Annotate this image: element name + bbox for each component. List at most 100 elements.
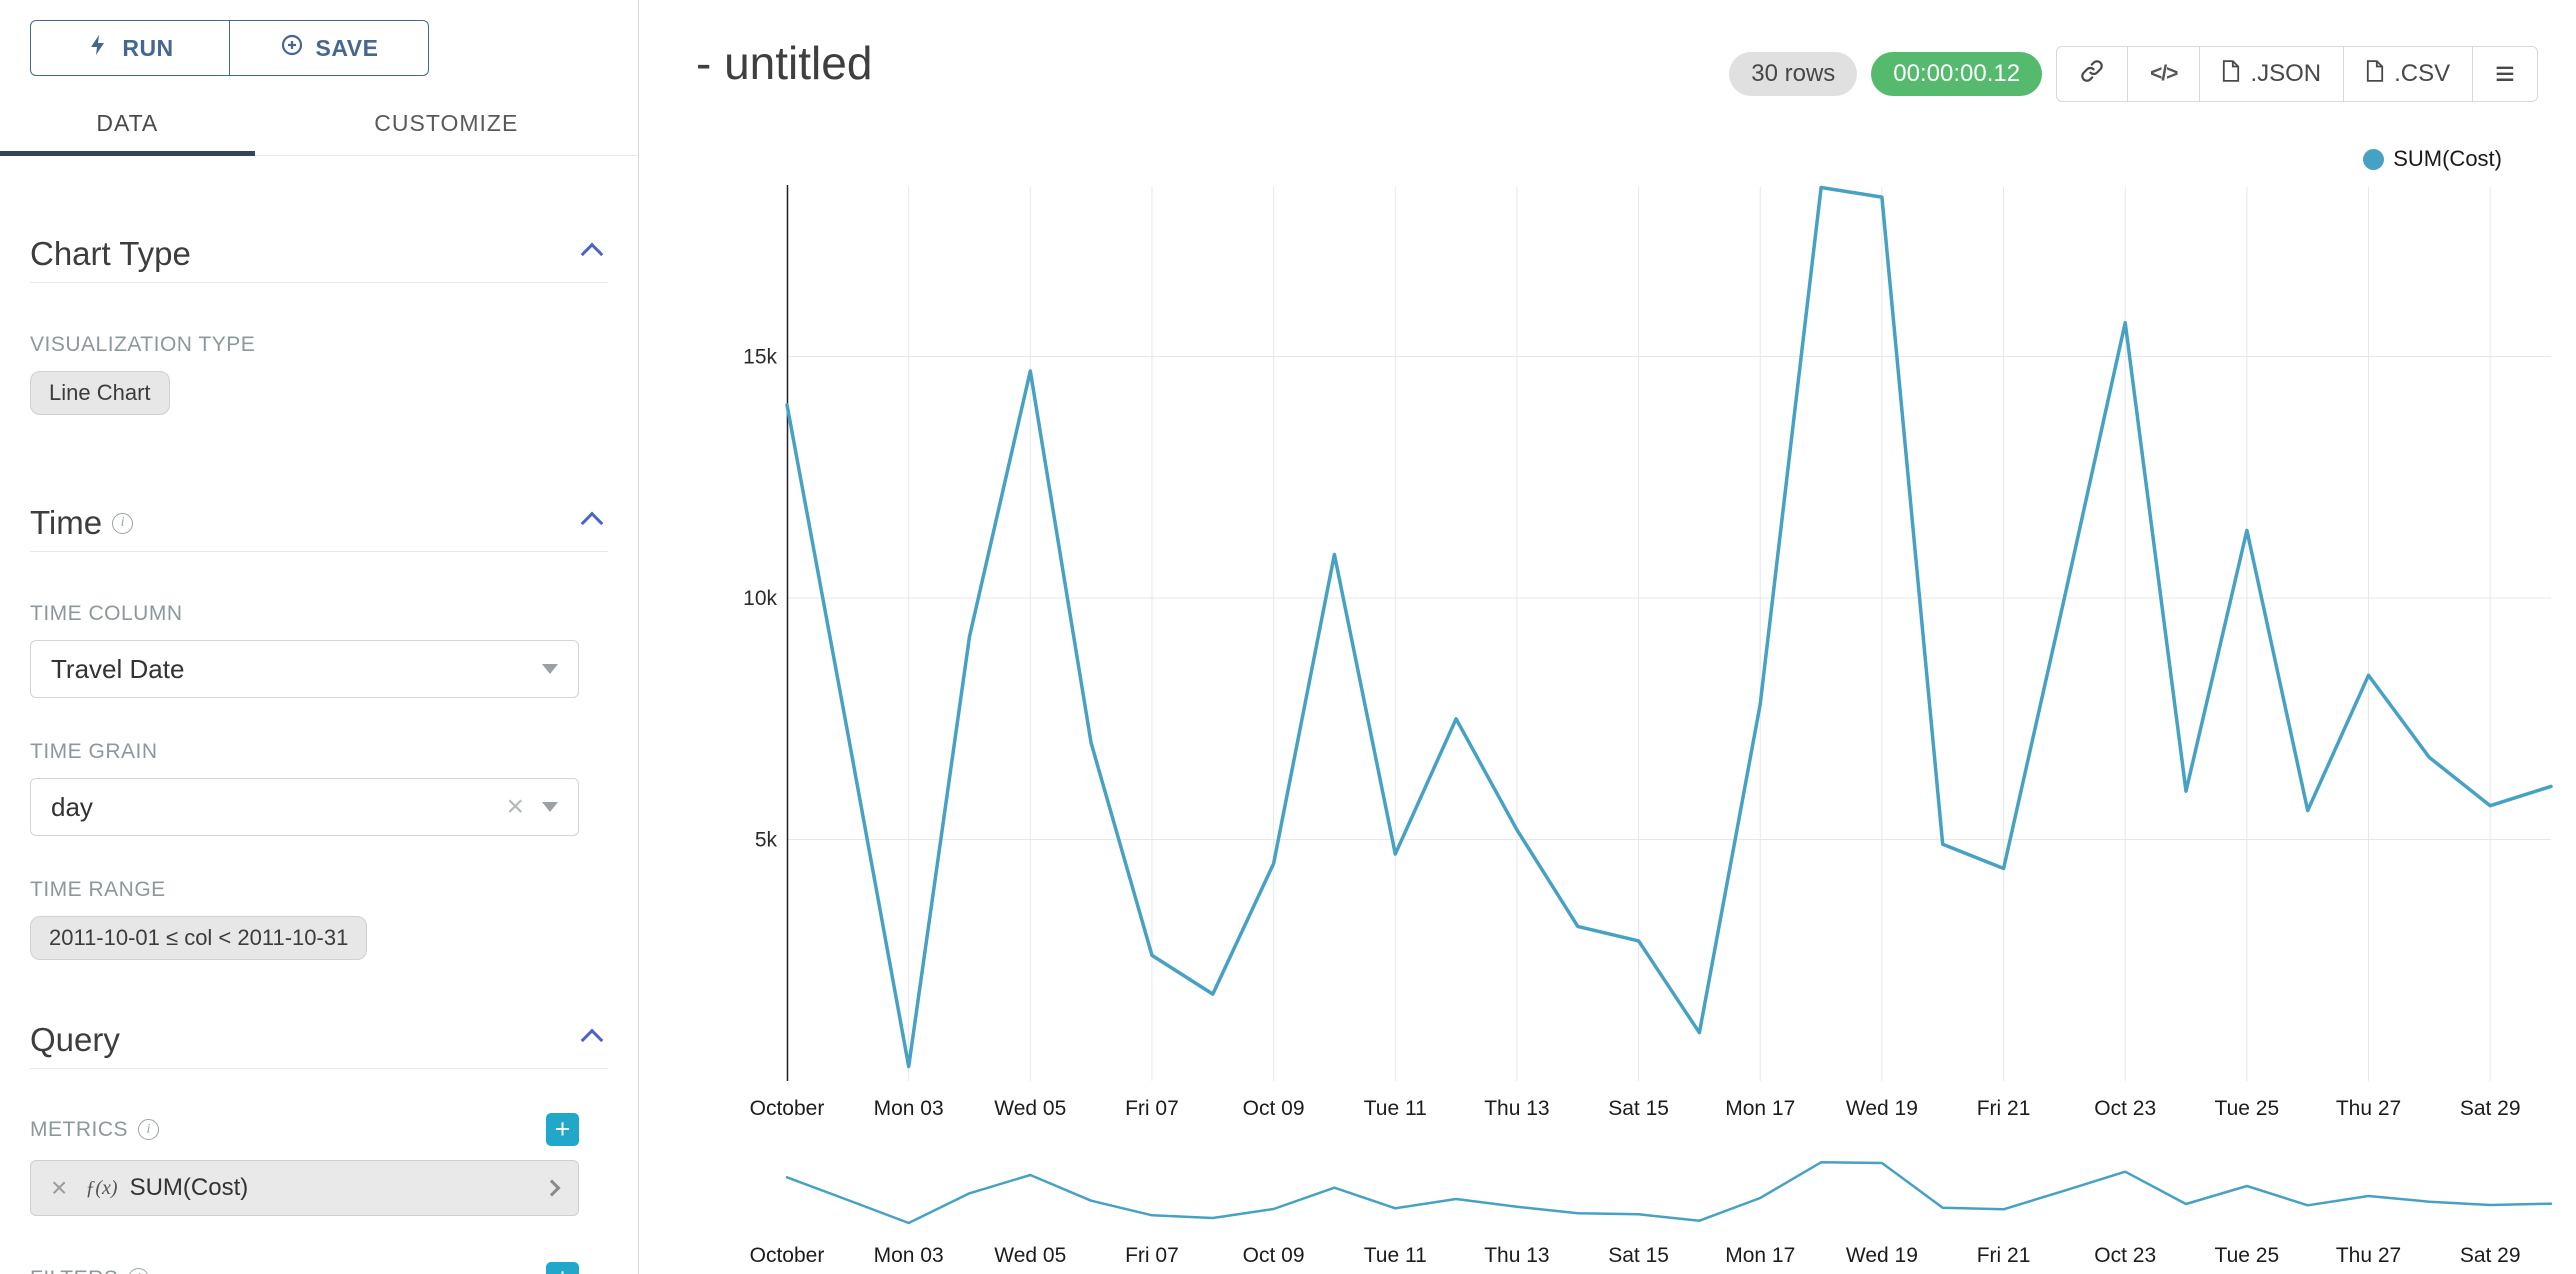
divider — [30, 1068, 608, 1069]
file-icon — [2222, 59, 2240, 90]
export-json-label: .JSON — [2250, 60, 2322, 87]
legend-item[interactable]: SUM(Cost) — [2363, 146, 2502, 172]
divider — [30, 551, 608, 552]
save-button-label: SAVE — [315, 34, 379, 61]
tab-data[interactable]: DATA — [96, 110, 159, 136]
x-axis-tick: Sat 15 — [1608, 1097, 1669, 1120]
time-column-label: TIME COLUMN — [30, 602, 183, 625]
share-link-button[interactable] — [2056, 46, 2129, 102]
x-axis-tick: October — [750, 1097, 825, 1120]
x-axis-tick: Wed 05 — [994, 1097, 1066, 1120]
query-actions: RUN SAVE — [30, 20, 638, 76]
metrics-label: METRICS — [30, 1117, 128, 1141]
chevron-up-icon[interactable] — [580, 242, 604, 266]
filters-label: FILTERS — [30, 1267, 118, 1274]
minimap-x-tick: Tue 11 — [1364, 1244, 1427, 1267]
chart-title: - untitled — [696, 37, 873, 89]
minimap-x-tick: Sat 29 — [2460, 1244, 2521, 1267]
x-axis-tick: Thu 27 — [2336, 1097, 2401, 1120]
minimap-x-tick: Tue 25 — [2215, 1244, 2280, 1267]
metric-token[interactable]: × ƒ(x) SUM(Cost) — [30, 1160, 579, 1216]
section-chart-type-header[interactable]: Chart Type — [30, 234, 608, 274]
more-options-button[interactable]: ≡ — [2472, 46, 2538, 102]
section-title: Query — [30, 1021, 120, 1058]
export-csv-label: .CSV — [2394, 60, 2451, 87]
divider — [30, 282, 608, 283]
viz-type-value[interactable]: Line Chart — [30, 371, 170, 415]
minimap-x-tick: Thu 27 — [2336, 1244, 2401, 1267]
x-axis-tick: Tue 25 — [2215, 1097, 2280, 1120]
minimap-series-line — [785, 1161, 2553, 1225]
minimap-x-tick: Sat 15 — [1608, 1244, 1669, 1267]
export-csv-button[interactable]: .CSV — [2343, 46, 2474, 102]
add-metric-button[interactable]: + — [546, 1113, 579, 1146]
legend-label: SUM(Cost) — [2393, 146, 2502, 171]
y-axis-tick: 15k — [743, 346, 777, 369]
remove-metric-icon[interactable]: × — [51, 1172, 68, 1203]
section-title: Time — [30, 504, 103, 541]
metric-token-label: SUM(Cost) — [129, 1174, 249, 1201]
minimap-x-tick: Wed 19 — [1846, 1244, 1918, 1267]
viz-type-label: VISUALIZATION TYPE — [30, 333, 256, 356]
save-button[interactable]: SAVE — [229, 20, 429, 76]
y-axis-tick: 5k — [755, 829, 778, 852]
chevron-right-icon[interactable] — [543, 1179, 561, 1197]
time-range-label: TIME RANGE — [30, 878, 166, 901]
x-axis-tick: Oct 09 — [1243, 1097, 1305, 1120]
line-chart-canvas[interactable]: 5k 10k 15k October October Mon 03 Mon 03 Wed 05… — [640, 0, 2576, 1274]
control-panel: RUN SAVE DATA CUSTOMIZE Chart Type — [0, 0, 639, 1274]
clear-icon[interactable]: × — [506, 790, 524, 823]
minimap-x-tick: Fri 21 — [1977, 1244, 2031, 1267]
panel-tabs: DATA CUSTOMIZE — [0, 92, 638, 156]
chart-container: - untitled 30 rows 00:00:00.12 </> — [640, 0, 2576, 1274]
minimap-x-tick: Wed 05 — [994, 1244, 1066, 1267]
time-column-select[interactable]: Travel Date — [30, 640, 579, 698]
menu-icon: ≡ — [2495, 54, 2515, 93]
x-axis-tick: Tue 11 — [1364, 1097, 1427, 1120]
section-title: Chart Type — [30, 235, 191, 272]
tab-customize[interactable]: CUSTOMIZE — [374, 110, 519, 136]
query-timer-badge: 00:00:00.12 — [1871, 52, 2043, 96]
run-button[interactable]: RUN — [30, 20, 230, 76]
section-time-header[interactable]: Time i — [30, 503, 608, 543]
minimap-x-tick: Oct 23 — [2094, 1244, 2156, 1267]
chevron-up-icon[interactable] — [580, 1028, 604, 1052]
lightning-icon — [86, 33, 110, 63]
link-icon — [2079, 58, 2105, 91]
minimap-x-tick: Mon 17 — [1725, 1244, 1795, 1267]
metrics-header-row: METRICS i + — [30, 1113, 579, 1146]
legend-swatch — [2363, 148, 2385, 170]
file-icon — [2366, 59, 2384, 90]
add-filter-button[interactable]: + — [546, 1262, 579, 1274]
time-range-value[interactable]: 2011-10-01 ≤ col < 2011-10-31 — [30, 916, 368, 960]
export-json-button[interactable]: .JSON — [2199, 46, 2345, 102]
y-axis-tick: 10k — [743, 587, 777, 610]
function-icon: ƒ(x) — [85, 1176, 118, 1199]
x-axis-tick: Mon 03 — [874, 1097, 944, 1120]
minimap-x-tick: Thu 13 — [1484, 1244, 1549, 1267]
info-icon: i — [128, 1268, 150, 1274]
chevron-down-icon — [542, 802, 558, 812]
minimap-x-tick: Oct 09 — [1243, 1244, 1305, 1267]
active-tab-indicator — [0, 151, 255, 156]
x-axis-tick: Thu 13 — [1484, 1097, 1549, 1120]
x-axis-tick: Oct 23 — [2094, 1097, 2156, 1120]
code-icon: </> — [2150, 62, 2178, 85]
x-axis-tick: Fri 07 — [1125, 1097, 1179, 1120]
time-grain-value: day — [51, 791, 93, 822]
control-sections: Chart Type VISUALIZATION TYPE Line Chart… — [0, 234, 638, 1274]
chevron-up-icon[interactable] — [580, 511, 604, 535]
x-axis-tick: Wed 19 — [1846, 1097, 1918, 1120]
minimap-x-tick: Mon 03 — [874, 1244, 944, 1267]
minimap-x-tick: October — [750, 1244, 825, 1267]
chevron-down-icon — [542, 664, 558, 674]
time-grain-select[interactable]: day × — [30, 778, 579, 836]
x-axis-tick: Sat 29 — [2460, 1097, 2521, 1120]
time-grain-label: TIME GRAIN — [30, 740, 158, 763]
time-column-value: Travel Date — [51, 653, 185, 684]
minimap-x-tick: Fri 07 — [1125, 1244, 1179, 1267]
section-query-header[interactable]: Query — [30, 1020, 608, 1060]
info-icon: i — [138, 1119, 159, 1140]
series-line — [785, 185, 2553, 1069]
